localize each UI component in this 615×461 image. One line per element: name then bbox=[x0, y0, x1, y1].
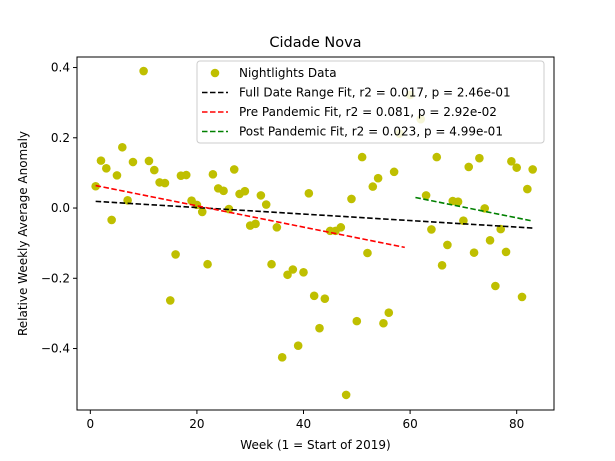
data-point bbox=[469, 248, 479, 257]
data-point bbox=[96, 156, 106, 165]
data-point bbox=[491, 281, 500, 291]
y-tick-label: 0.2 bbox=[51, 131, 70, 145]
legend-box bbox=[196, 60, 545, 144]
legend-label: Nightlights Data bbox=[239, 66, 337, 80]
data-point bbox=[464, 162, 474, 172]
data-point bbox=[107, 215, 116, 225]
data-point bbox=[384, 308, 394, 318]
data-point bbox=[528, 165, 537, 174]
data-point bbox=[277, 353, 287, 362]
x-tick-label: 20 bbox=[189, 417, 204, 431]
data-point bbox=[165, 296, 175, 305]
data-point bbox=[507, 157, 516, 166]
x-tick-label: 80 bbox=[509, 417, 524, 431]
data-point bbox=[118, 142, 127, 152]
data-point bbox=[304, 188, 314, 198]
y-tick-label: 0.0 bbox=[51, 201, 70, 215]
data-point bbox=[293, 341, 303, 351]
data-point bbox=[443, 240, 452, 250]
data-point bbox=[219, 186, 228, 196]
data-point bbox=[251, 219, 260, 229]
data-point bbox=[373, 173, 383, 183]
data-point bbox=[160, 178, 170, 188]
data-point bbox=[421, 191, 431, 200]
fit-line bbox=[415, 196, 533, 222]
data-point bbox=[315, 323, 324, 333]
data-point bbox=[347, 194, 356, 204]
data-point bbox=[389, 167, 399, 177]
fit-line bbox=[95, 184, 405, 249]
data-point bbox=[240, 186, 250, 196]
data-point bbox=[267, 259, 276, 269]
data-point bbox=[288, 265, 298, 274]
data-point bbox=[523, 184, 532, 194]
x-tick-label: 60 bbox=[402, 417, 417, 431]
data-point bbox=[123, 196, 132, 205]
fit-line bbox=[95, 200, 533, 229]
legend: Nightlights Data Full Date Range Fit, r2 … bbox=[196, 60, 545, 144]
data-point bbox=[453, 197, 463, 207]
chart-title: Cidade Nova bbox=[269, 35, 361, 51]
data-point bbox=[341, 390, 351, 400]
data-point bbox=[485, 236, 495, 245]
data-point bbox=[501, 247, 511, 257]
data-point bbox=[197, 207, 207, 217]
data-point bbox=[256, 191, 266, 200]
y-tick-label: −0.4 bbox=[41, 342, 70, 356]
data-point bbox=[512, 163, 521, 172]
x-axis-label: Week (1 = Start of 2019) bbox=[240, 438, 390, 452]
data-point bbox=[102, 164, 111, 173]
data-point bbox=[459, 216, 468, 225]
data-point bbox=[149, 165, 159, 175]
data-point bbox=[128, 157, 138, 167]
data-point bbox=[475, 153, 484, 163]
data-point bbox=[309, 291, 319, 301]
plot-frame bbox=[76, 56, 555, 411]
data-point bbox=[368, 182, 378, 191]
data-point bbox=[171, 250, 180, 259]
data-point bbox=[139, 66, 148, 76]
legend-marker bbox=[210, 68, 220, 78]
data-point bbox=[181, 170, 191, 180]
data-point bbox=[208, 170, 218, 179]
data-point bbox=[357, 152, 367, 162]
legend-label: Post Pandemic Fit, r2 = 0.023, p = 4.99e… bbox=[239, 125, 503, 139]
data-point bbox=[379, 318, 388, 328]
data-point bbox=[352, 316, 362, 326]
y-tick-label: 0.4 bbox=[51, 61, 70, 75]
data-point bbox=[427, 225, 436, 234]
legend-label: Full Date Range Fit, r2 = 0.017, p = 2.4… bbox=[239, 86, 511, 100]
legend-label: Pre Pandemic Fit, r2 = 0.081, p = 2.92e-… bbox=[239, 105, 497, 119]
data-point bbox=[320, 294, 330, 303]
y-axis-label: Relative Weekly Average Anomaly bbox=[16, 131, 30, 336]
data-point bbox=[363, 248, 372, 258]
data-point bbox=[299, 268, 308, 277]
data-point bbox=[203, 259, 212, 269]
x-tick-label: 40 bbox=[296, 417, 311, 431]
y-tick-label: −0.2 bbox=[41, 271, 70, 285]
data-point bbox=[437, 260, 447, 270]
data-point bbox=[517, 292, 527, 302]
data-point bbox=[112, 171, 122, 180]
data-point bbox=[336, 223, 346, 232]
x-tick-label: 0 bbox=[87, 417, 95, 431]
data-point bbox=[144, 156, 154, 166]
data-point bbox=[261, 200, 271, 209]
data-point bbox=[283, 270, 292, 280]
data-point bbox=[272, 223, 282, 232]
data-point bbox=[229, 165, 239, 174]
data-point bbox=[432, 152, 442, 162]
